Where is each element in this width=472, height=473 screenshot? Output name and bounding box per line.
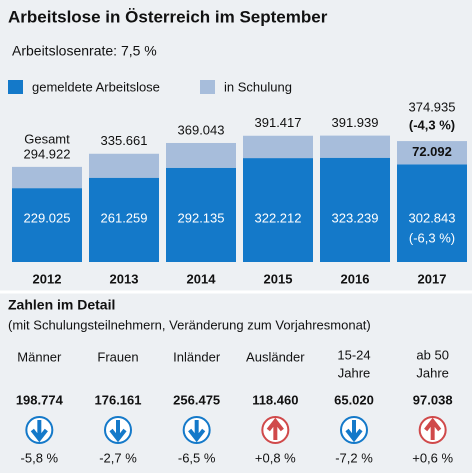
detail-label: 15-24 xyxy=(337,347,370,362)
detail-change: +0,6 % xyxy=(412,450,453,465)
value-label: 229.025 xyxy=(24,210,71,225)
detail-value: 198.774 xyxy=(16,392,64,407)
total-change: (-4,3 %) xyxy=(409,118,455,133)
arrow-icon xyxy=(424,417,442,440)
bar-segment xyxy=(166,167,236,262)
legend-label: in Schulung xyxy=(224,79,292,94)
detail-change: -5,8 % xyxy=(21,450,59,465)
detail-subtitle: (mit Schulungsteilnehmern, Veränderung z… xyxy=(8,317,371,332)
value-label: 72.092 xyxy=(412,144,452,159)
x-tick-label: 2012 xyxy=(33,271,62,286)
bar-segment xyxy=(12,188,82,262)
arrow-icon xyxy=(266,417,284,440)
bar-segment xyxy=(243,135,313,159)
legend-swatch xyxy=(200,80,215,94)
total-label: 335.661 xyxy=(101,133,148,148)
bar-segment xyxy=(89,177,159,262)
arrow-icon xyxy=(345,420,363,443)
total-label: 294.922 xyxy=(24,146,71,161)
bar-segment xyxy=(397,164,467,262)
detail-change: -7,2 % xyxy=(335,450,373,465)
x-tick-label: 2017 xyxy=(418,271,447,286)
bar-segment xyxy=(320,135,390,158)
detail-label: Jahre xyxy=(338,365,371,380)
bar-segment xyxy=(397,141,467,165)
value-label: 302.843 xyxy=(409,210,456,225)
total-label: 391.417 xyxy=(255,115,302,130)
chart-title: Arbeitslose in Österreich im September xyxy=(8,7,328,26)
bar-segment xyxy=(166,142,236,168)
detail-label: Männer xyxy=(17,349,62,364)
arrow-icon xyxy=(30,420,48,443)
value-label: 323.239 xyxy=(332,210,379,225)
detail-label: ab 50 xyxy=(416,347,449,362)
x-tick-label: 2015 xyxy=(264,271,293,286)
total-label: 374.935 xyxy=(409,100,456,115)
value-label: 292.135 xyxy=(178,210,225,225)
total-label: 369.043 xyxy=(178,122,225,137)
value-label: 322.212 xyxy=(255,210,302,225)
bar-segment xyxy=(12,166,82,189)
chart-subtitle: Arbeitslosenrate: 7,5 % xyxy=(12,43,157,59)
x-tick-label: 2013 xyxy=(110,271,139,286)
value-label: 261.259 xyxy=(101,210,148,225)
detail-value: 176.161 xyxy=(95,392,142,407)
detail-label: Inländer xyxy=(173,349,221,364)
detail-value: 118.460 xyxy=(252,392,298,407)
arrow-icon xyxy=(188,420,206,443)
detail-change: -2,7 % xyxy=(99,450,137,465)
detail-title: Zahlen im Detail xyxy=(8,297,115,313)
detail-change: -6,5 % xyxy=(178,450,216,465)
total-note: Gesamt xyxy=(24,131,70,146)
detail-label: Jahre xyxy=(416,365,449,380)
total-label: 391.939 xyxy=(332,115,379,130)
detail-label: Frauen xyxy=(97,349,138,364)
detail-value: 65.020 xyxy=(334,392,374,407)
legend-swatch xyxy=(8,80,23,94)
detail-change: +0,8 % xyxy=(255,450,296,465)
bar-segment xyxy=(89,153,159,178)
detail-label: Ausländer xyxy=(246,349,305,364)
detail-value: 256.475 xyxy=(173,392,220,407)
arrow-icon xyxy=(109,420,127,443)
change-label: (-6,3 %) xyxy=(409,230,455,245)
legend-label: gemeldete Arbeitslose xyxy=(32,79,160,94)
detail-value: 97.038 xyxy=(413,392,453,407)
bar-segment xyxy=(320,157,390,262)
x-tick-label: 2016 xyxy=(341,271,370,286)
bar-segment xyxy=(243,158,313,262)
x-tick-label: 2014 xyxy=(187,271,217,286)
